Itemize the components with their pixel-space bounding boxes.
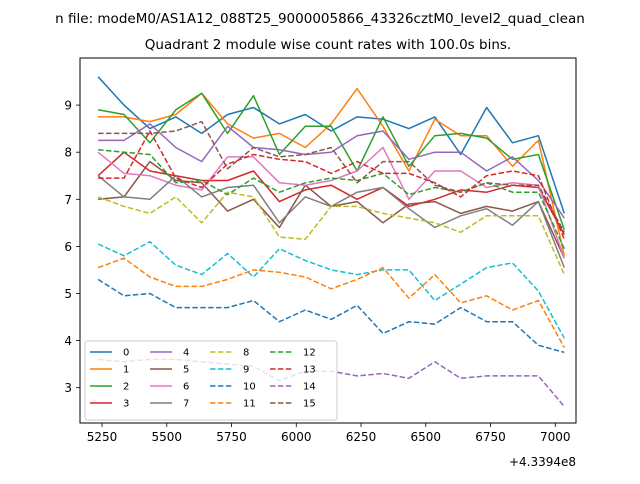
legend-box [84,340,338,421]
y-axis: 3 4 5 6 7 8 9 [64,99,80,395]
x-tick-label: 5500 [151,430,182,444]
y-tick-label: 5 [64,287,72,301]
series-line-2 [97,92,566,231]
legend-label-2: 2 [123,382,129,393]
legend-label-12: 12 [303,348,316,359]
series-line-1 [98,87,566,256]
chart-title: Quadrant 2 module wise count rates with … [145,37,511,53]
legend-label-0: 0 [123,348,129,359]
y-tick-label: 4 [64,334,72,348]
legend-label-14: 14 [303,382,316,393]
legend-label-5: 5 [183,365,189,376]
legend-label-3: 3 [123,399,129,410]
y-tick-label: 8 [64,146,72,160]
y-tick-label: 7 [64,193,72,207]
legend-label-4: 4 [183,348,189,359]
y-tick-label: 3 [64,381,72,395]
series-line-6 [97,146,566,259]
series-line-12 [98,149,565,250]
x-axis-offset-label: +4.3394e8 [509,455,576,469]
legend-label-10: 10 [243,382,256,393]
x-tick-label: 6750 [475,430,506,444]
legend-label-8: 8 [243,348,249,359]
figure-suptitle: n file: modeM0/AS1A12_088T25_9000005866_… [55,11,585,27]
x-tick-label: 6000 [281,430,312,444]
x-tick-label: 6250 [346,430,377,444]
series-line-11 [97,257,565,348]
x-tick-label: 5750 [216,430,247,444]
series-line-9 [97,240,565,339]
series-line-0 [97,76,566,214]
series-line-8 [97,191,565,275]
legend-label-6: 6 [183,382,189,393]
x-axis: 5250 5500 5750 6000 6250 6500 6750 7000 [87,423,571,444]
x-tick-label: 7000 [540,430,571,444]
y-tick-label: 6 [64,240,72,254]
legend-label-11: 11 [243,399,256,410]
series-line-13 [98,130,565,240]
x-tick-label: 5250 [87,430,118,444]
y-tick-label: 9 [64,99,72,113]
x-tick-label: 6500 [411,430,442,444]
series-line-15 [98,120,565,233]
series-line-4 [98,123,565,219]
legend-label-7: 7 [183,399,189,410]
legend-label-9: 9 [243,365,249,376]
legend-label-15: 15 [303,399,316,410]
series-line-10 [97,278,565,354]
legend-label-1: 1 [123,365,129,376]
plot-frame [79,57,577,424]
legend-label-13: 13 [303,365,316,376]
